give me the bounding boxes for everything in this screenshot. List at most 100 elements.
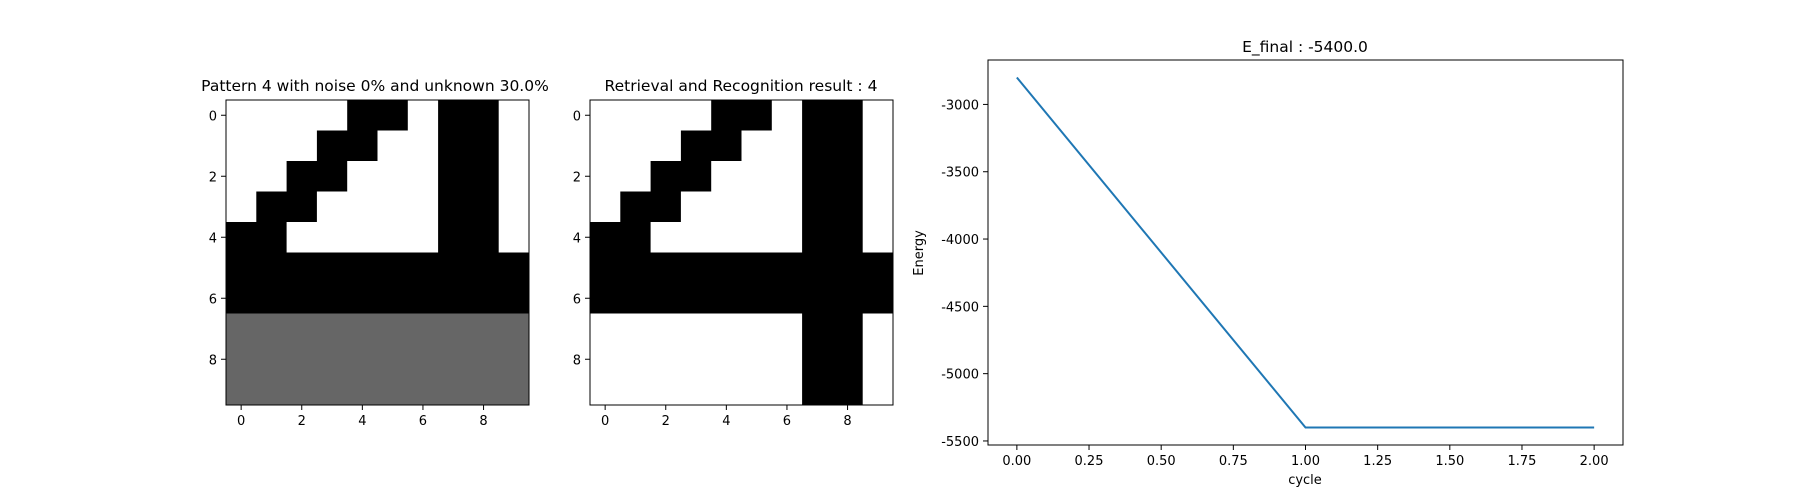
heatmap-cell — [316, 191, 348, 223]
heatmap-cell — [438, 344, 469, 375]
heatmap-cell — [620, 313, 651, 345]
heatmap-cell — [590, 313, 621, 345]
heatmap-cell — [771, 130, 803, 162]
heatmap-cell — [680, 222, 712, 253]
energy-plot-frame — [987, 59, 1624, 446]
heatmap-cell — [468, 374, 500, 406]
heatmap-cell — [711, 252, 742, 284]
heatmap-cell — [802, 283, 833, 314]
energy-series-line — [1016, 76, 1595, 429]
heatmap-cell — [407, 344, 439, 375]
heatmap-cell — [680, 374, 712, 406]
heatmap-cell — [256, 100, 287, 131]
heatmap-cell — [680, 130, 712, 162]
heatmap-cell — [468, 252, 500, 284]
pattern-input-frame — [225, 99, 530, 406]
heatmap-cell — [741, 130, 773, 162]
heatmap-cell — [650, 374, 682, 406]
energy-plot-xlabel: cycle — [1288, 473, 1322, 488]
x-tick-label: 4 — [358, 414, 366, 429]
x-tick-label: 4 — [722, 414, 730, 429]
heatmap-cell — [741, 222, 773, 253]
heatmap-cell — [468, 222, 500, 253]
heatmap-cell — [802, 344, 833, 375]
y-tick-label: -3000 — [941, 98, 979, 113]
heatmap-cell — [407, 222, 439, 253]
heatmap-cell — [347, 161, 378, 192]
heatmap-cell — [680, 100, 712, 131]
heatmap-cell — [620, 100, 651, 131]
heatmap-cell — [620, 191, 651, 223]
heatmap-cell — [862, 252, 894, 284]
heatmap-cell — [286, 374, 318, 406]
heatmap-cell — [256, 191, 287, 223]
heatmap-cell — [650, 283, 682, 314]
recognition-result-title: Retrieval and Recognition result : 4 — [605, 77, 878, 95]
heatmap-cell — [377, 313, 409, 345]
heatmap-cell — [590, 252, 621, 284]
heatmap-cell — [711, 100, 742, 131]
heatmap-cell — [711, 161, 742, 192]
y-tick-label: 8 — [573, 353, 581, 368]
heatmap-cell — [407, 161, 439, 192]
heatmap-cell — [802, 374, 833, 406]
heatmap-cell — [680, 191, 712, 223]
x-tick-label: 8 — [479, 414, 487, 429]
heatmap-cell — [347, 130, 378, 162]
heatmap-cell — [407, 313, 439, 345]
heatmap-cell — [498, 191, 530, 223]
heatmap-cell — [650, 222, 682, 253]
heatmap-cell — [256, 161, 287, 192]
y-tick-label: 2 — [573, 170, 581, 185]
heatmap-cell — [498, 222, 530, 253]
recognition-result-cells — [590, 100, 894, 406]
x-tick-label: 2 — [298, 414, 306, 429]
heatmap-cell — [226, 283, 257, 314]
x-tick-label: 1.00 — [1291, 454, 1320, 469]
y-tick-label: 0 — [209, 109, 217, 124]
heatmap-cell — [316, 130, 348, 162]
heatmap-cell — [771, 161, 803, 192]
heatmap-cell — [498, 313, 530, 345]
heatmap-cell — [711, 283, 742, 314]
y-tick-label: 6 — [209, 292, 217, 307]
heatmap-cell — [741, 283, 773, 314]
heatmap-cell — [590, 130, 621, 162]
x-tick-label: 1.25 — [1363, 454, 1392, 469]
x-tick-label: 6 — [783, 414, 791, 429]
heatmap-cell — [286, 252, 318, 284]
y-tick-label: -3500 — [941, 166, 979, 181]
y-tick-label: 4 — [573, 231, 581, 246]
heatmap-cell — [407, 252, 439, 284]
heatmap-cell — [256, 283, 287, 314]
pattern-input-panel: Pattern 4 with noise 0% and unknown 30.0… — [201, 77, 549, 429]
heatmap-cell — [832, 191, 864, 223]
heatmap-cell — [620, 161, 651, 192]
heatmap-cell — [316, 374, 348, 406]
heatmap-cell — [226, 313, 257, 345]
heatmap-cell — [498, 252, 530, 284]
heatmap-cell — [590, 100, 621, 131]
heatmap-cell — [802, 161, 833, 192]
heatmap-cell — [226, 252, 257, 284]
heatmap-cell — [377, 252, 409, 284]
x-tick-label: 0.75 — [1219, 454, 1248, 469]
heatmap-cell — [407, 283, 439, 314]
heatmap-cell — [438, 252, 469, 284]
heatmap-cell — [741, 161, 773, 192]
heatmap-cell — [650, 130, 682, 162]
heatmap-cell — [377, 191, 409, 223]
heatmap-cell — [347, 374, 378, 406]
energy-plot-ticks: 0.00 0.25 0.50 0.75 1.00 1.25 1.50 1.75 2.00 -300… — [941, 98, 1608, 469]
energy-plot-series — [1016, 76, 1595, 429]
heatmap-cell — [347, 100, 378, 131]
x-tick-label: 2.00 — [1580, 454, 1609, 469]
heatmap-cell — [832, 344, 864, 375]
heatmap-cell — [316, 313, 348, 345]
recognition-result-ticks: 0 2 4 6 8 0 2 4 6 8 — [573, 109, 852, 429]
heatmap-cell — [407, 374, 439, 406]
energy-plot-panel: E_final : -5400.0 0.00 0.25 0.50 0.75 1.00 1.… — [912, 38, 1624, 488]
heatmap-cell — [377, 161, 409, 192]
heatmap-cell — [347, 283, 378, 314]
heatmap-cell — [771, 344, 803, 375]
